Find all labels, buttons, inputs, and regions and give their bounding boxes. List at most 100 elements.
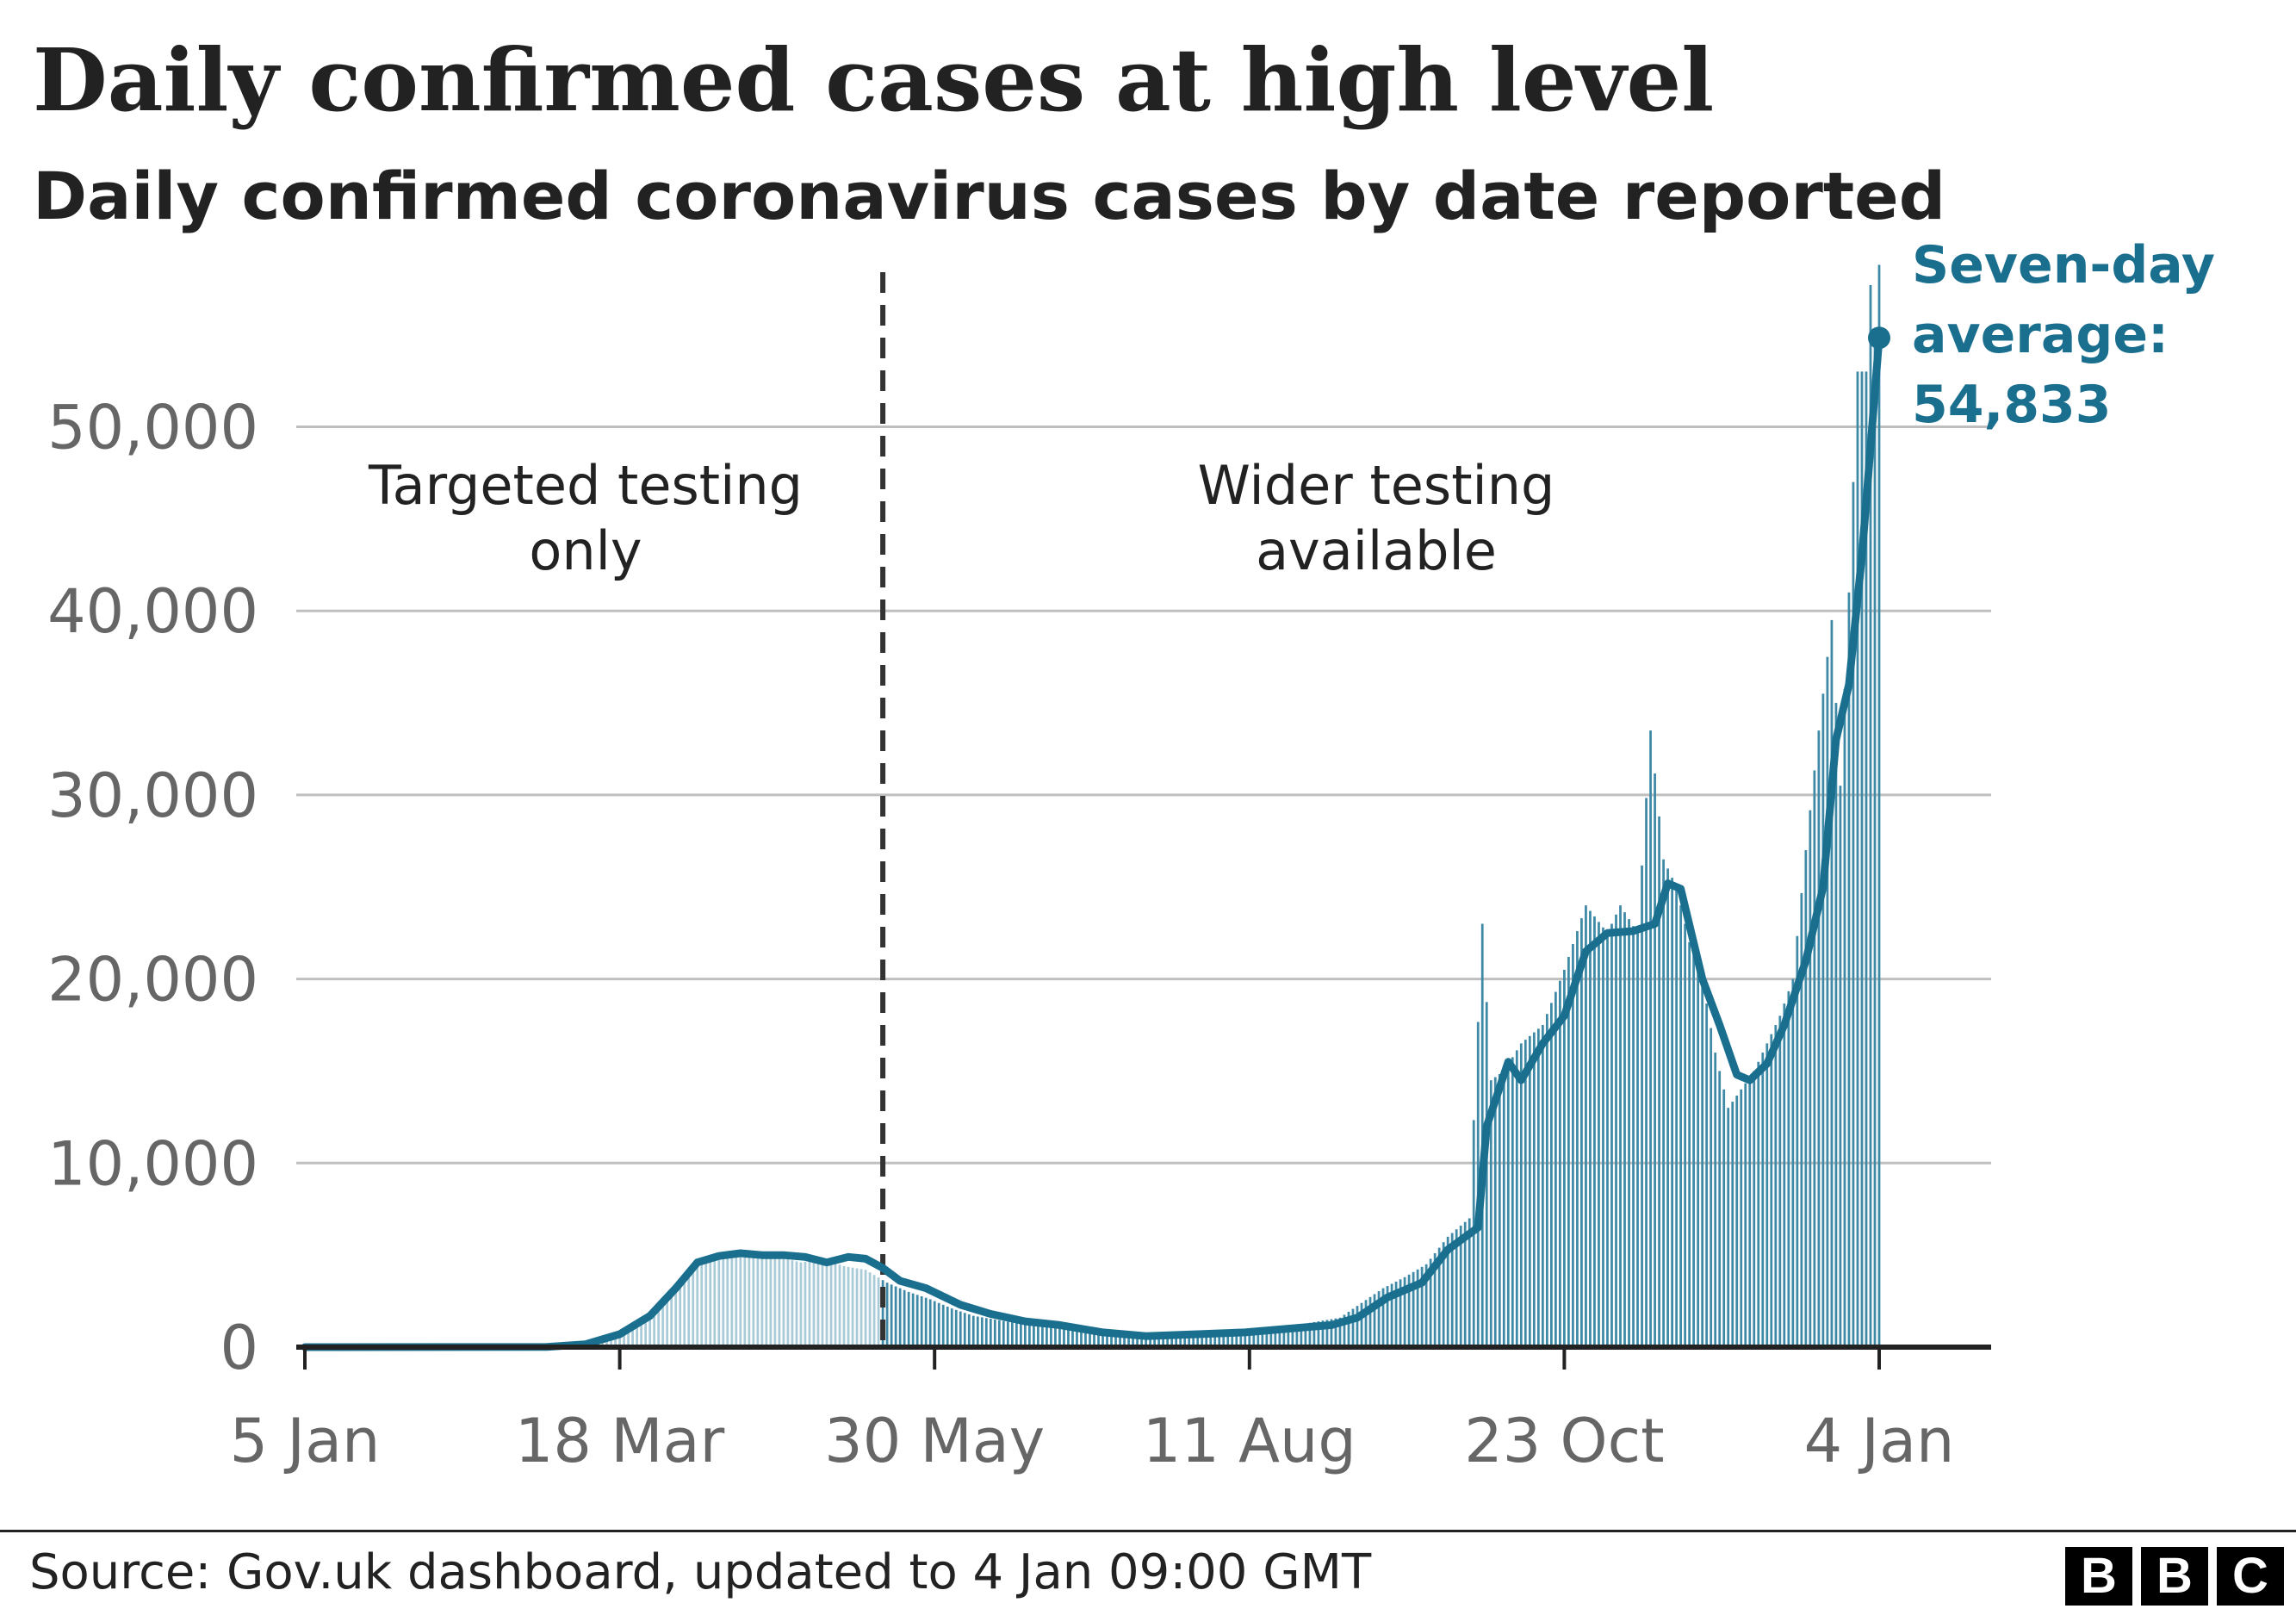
case-bar xyxy=(623,1334,625,1347)
case-bar xyxy=(1541,1025,1544,1347)
case-bar xyxy=(1166,1332,1170,1347)
case-bar xyxy=(1308,1322,1312,1347)
case-bar xyxy=(894,1286,897,1347)
case-bar xyxy=(1080,1332,1083,1347)
case-bar xyxy=(851,1267,854,1347)
annotation-line: only xyxy=(529,519,642,582)
case-bar xyxy=(1796,935,1799,1347)
case-bar xyxy=(1239,1329,1243,1347)
case-bar xyxy=(1628,919,1630,1347)
case-bar xyxy=(683,1278,686,1347)
case-bar xyxy=(1205,1332,1208,1347)
case-bar xyxy=(1615,914,1617,1347)
case-bar xyxy=(1257,1328,1260,1347)
case-bar xyxy=(1196,1332,1200,1347)
case-bar xyxy=(976,1316,979,1347)
case-bar xyxy=(735,1251,738,1347)
case-bar xyxy=(821,1258,824,1347)
case-bar xyxy=(1532,1032,1536,1347)
case-bar xyxy=(1585,905,1587,1347)
case-bar xyxy=(1390,1283,1393,1347)
case-bar xyxy=(950,1308,953,1347)
case-bar xyxy=(679,1283,682,1347)
annotation-text: Seven-day average: 54,833 xyxy=(1912,235,2215,435)
case-bar xyxy=(752,1254,755,1347)
case-bar xyxy=(1662,859,1665,1347)
case-bar xyxy=(696,1266,699,1347)
case-bar xyxy=(1394,1281,1398,1347)
case-bar xyxy=(1252,1328,1256,1347)
case-bar xyxy=(692,1270,695,1347)
case-bar xyxy=(614,1338,617,1347)
case-bar xyxy=(838,1264,841,1347)
case-bar xyxy=(1654,773,1656,1347)
daily-case-bars xyxy=(554,264,1881,1348)
case-bar xyxy=(1873,334,1877,1347)
case-bar xyxy=(1127,1334,1130,1347)
case-bar xyxy=(610,1339,612,1347)
case-bar xyxy=(1740,1089,1743,1347)
case-bar xyxy=(726,1252,729,1347)
case-bar xyxy=(1877,264,1881,1348)
case-bar xyxy=(1536,1028,1540,1347)
case-bar xyxy=(1701,978,1704,1347)
case-bar xyxy=(920,1296,923,1347)
case-bar xyxy=(1744,1083,1747,1347)
case-bar xyxy=(1632,926,1635,1347)
case-bar xyxy=(1291,1325,1294,1347)
case-bar xyxy=(1485,1002,1488,1347)
case-bar xyxy=(1619,905,1622,1347)
case-bar xyxy=(1791,978,1795,1347)
case-bar xyxy=(997,1320,1001,1347)
case-bar xyxy=(1019,1323,1022,1347)
case-bar xyxy=(1424,1264,1428,1347)
case-bar xyxy=(1356,1306,1359,1347)
case-bar xyxy=(1153,1333,1156,1347)
case-bar xyxy=(1209,1331,1213,1347)
case-bar xyxy=(1675,886,1678,1347)
case-bar xyxy=(1278,1326,1281,1347)
case-bar xyxy=(1602,927,1604,1347)
footer-divider xyxy=(0,1530,2296,1532)
case-bar xyxy=(739,1252,742,1347)
case-bar xyxy=(1157,1333,1161,1347)
case-bar xyxy=(1735,1095,1739,1347)
y-axis-tick-labels: 0 10,000 20,000 30,000 40,000 50,000 xyxy=(47,393,258,1384)
case-bar xyxy=(881,1280,884,1347)
case-bar xyxy=(1727,1108,1730,1347)
case-bar xyxy=(1502,1071,1505,1347)
case-bar xyxy=(834,1263,837,1347)
case-bar xyxy=(1658,816,1660,1347)
case-bar xyxy=(1446,1236,1449,1347)
case-bar xyxy=(760,1255,764,1347)
case-bar xyxy=(1800,892,1803,1347)
case-bar xyxy=(1063,1329,1065,1347)
case-bar xyxy=(959,1311,962,1347)
case-bar xyxy=(773,1256,777,1347)
case-bar xyxy=(1567,956,1570,1347)
case-bar xyxy=(1343,1314,1346,1347)
case-bar xyxy=(1843,689,1846,1347)
case-bar xyxy=(1145,1334,1147,1347)
case-bar xyxy=(1321,1320,1325,1347)
case-bar xyxy=(1218,1331,1221,1347)
case-bar xyxy=(782,1258,785,1347)
annotation-line: available xyxy=(1256,519,1497,582)
case-bar xyxy=(1235,1330,1238,1347)
case-bar xyxy=(825,1260,828,1347)
x-tick-label: 30 May xyxy=(824,1406,1045,1476)
case-bar xyxy=(1437,1247,1441,1347)
case-bar xyxy=(1282,1326,1286,1347)
case-bar xyxy=(687,1274,691,1347)
case-bar xyxy=(1101,1334,1104,1347)
annotations: Targeted testing only Wider testing availab… xyxy=(368,235,2215,582)
case-bar xyxy=(704,1260,708,1347)
case-bar xyxy=(1015,1323,1018,1347)
case-bar xyxy=(1287,1326,1290,1347)
chart-title: Daily confirmed cases at high level xyxy=(33,29,1715,131)
case-bar xyxy=(1710,1028,1713,1347)
case-bar xyxy=(1528,1035,1531,1347)
case-bar xyxy=(1847,592,1851,1347)
case-bar xyxy=(1097,1333,1100,1347)
case-bar xyxy=(1817,730,1821,1347)
